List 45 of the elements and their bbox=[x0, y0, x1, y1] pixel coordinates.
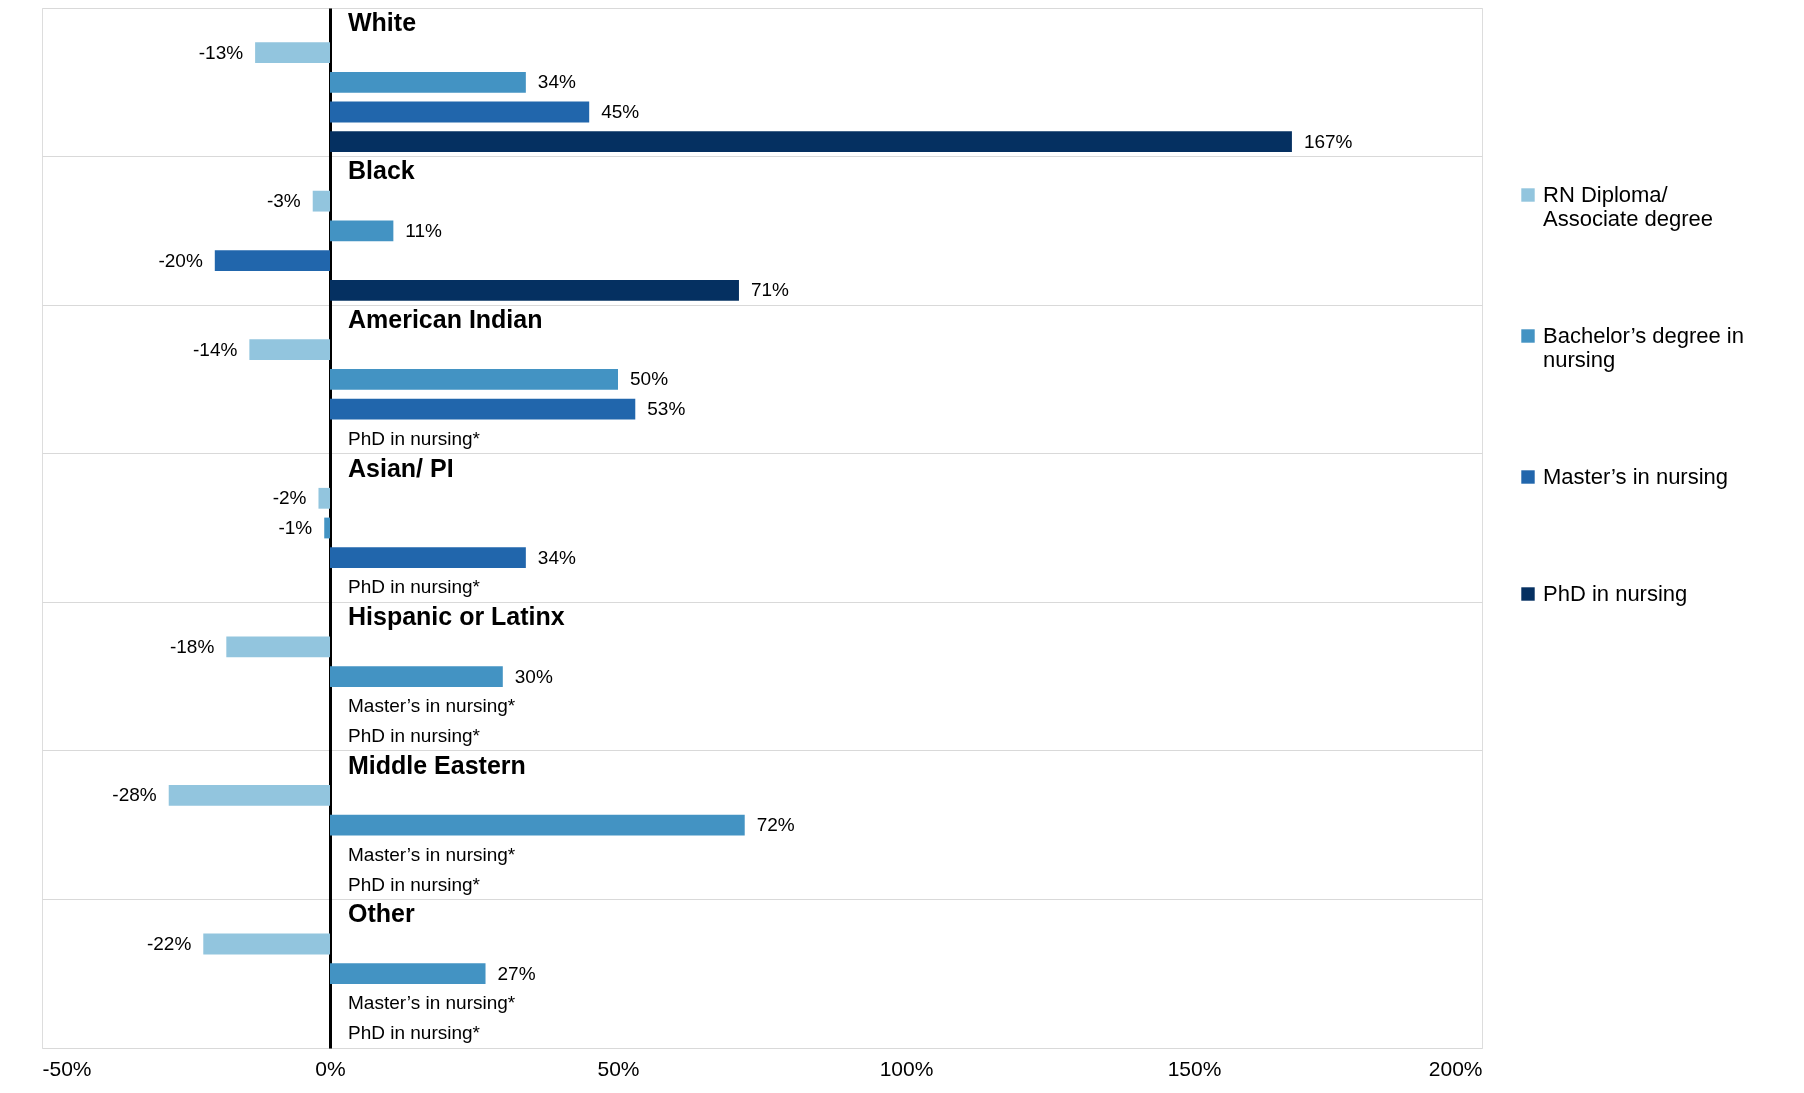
annotation: Master’s in nursing* bbox=[348, 843, 516, 865]
x-tick-label: -50% bbox=[42, 1056, 92, 1080]
legend-label: Master’s in nursing bbox=[1543, 464, 1729, 489]
data-label: 34% bbox=[537, 71, 576, 93]
data-label: 167% bbox=[1303, 130, 1353, 152]
x-tick-label: 100% bbox=[879, 1056, 934, 1080]
x-tick-label: 0% bbox=[315, 1056, 346, 1080]
y-tick-label: Middle Eastern bbox=[348, 750, 526, 779]
y-tick-label: Other bbox=[348, 899, 415, 928]
annotation: PhD in nursing* bbox=[348, 427, 481, 449]
data-label: -1% bbox=[278, 517, 313, 538]
annotation: Master’s in nursing* bbox=[348, 992, 516, 1014]
data-label: 34% bbox=[537, 546, 576, 568]
data-label: 50% bbox=[630, 368, 669, 390]
y-tick-label: American Indian bbox=[348, 305, 543, 333]
y-tick-label: Asian/ PI bbox=[348, 453, 454, 482]
data-label: -2% bbox=[272, 487, 307, 509]
legend-label: Bachelor’s degree in nursing bbox=[1543, 323, 1744, 372]
annotation: PhD in nursing* bbox=[348, 873, 481, 895]
data-label: -18% bbox=[169, 635, 215, 657]
data-label: 71% bbox=[750, 279, 790, 301]
data-label: 11% bbox=[405, 219, 443, 241]
annotation: PhD in nursing* bbox=[348, 576, 481, 598]
y-tick-label: Black bbox=[348, 156, 415, 185]
legend-label: RN Diploma/ Associate degree bbox=[1543, 182, 1713, 231]
legend-label: PhD in nursing bbox=[1543, 581, 1688, 606]
data-label: 27% bbox=[497, 962, 536, 984]
y-tick-label: White bbox=[348, 7, 417, 36]
data-label: -28% bbox=[112, 784, 157, 806]
x-tick-label: 200% bbox=[1428, 1056, 1483, 1080]
data-label: -14% bbox=[193, 338, 238, 360]
y-tick-label: Hispanic or Latinx bbox=[348, 602, 565, 631]
data-label: 72% bbox=[756, 814, 795, 836]
data-label: -22% bbox=[146, 933, 192, 954]
data-label: -13% bbox=[198, 41, 244, 63]
annotation: PhD in nursing* bbox=[348, 1022, 481, 1044]
data-label: -3% bbox=[266, 190, 301, 212]
x-tick-label: 150% bbox=[1167, 1056, 1222, 1080]
annotation: PhD in nursing* bbox=[348, 725, 481, 746]
data-label: 53% bbox=[647, 398, 686, 420]
data-label: 30% bbox=[514, 665, 553, 687]
data-label: -20% bbox=[158, 249, 203, 271]
x-tick-label: 50% bbox=[597, 1056, 640, 1080]
annotation: Master’s in nursing* bbox=[348, 695, 516, 717]
data-label: 45% bbox=[601, 101, 640, 122]
